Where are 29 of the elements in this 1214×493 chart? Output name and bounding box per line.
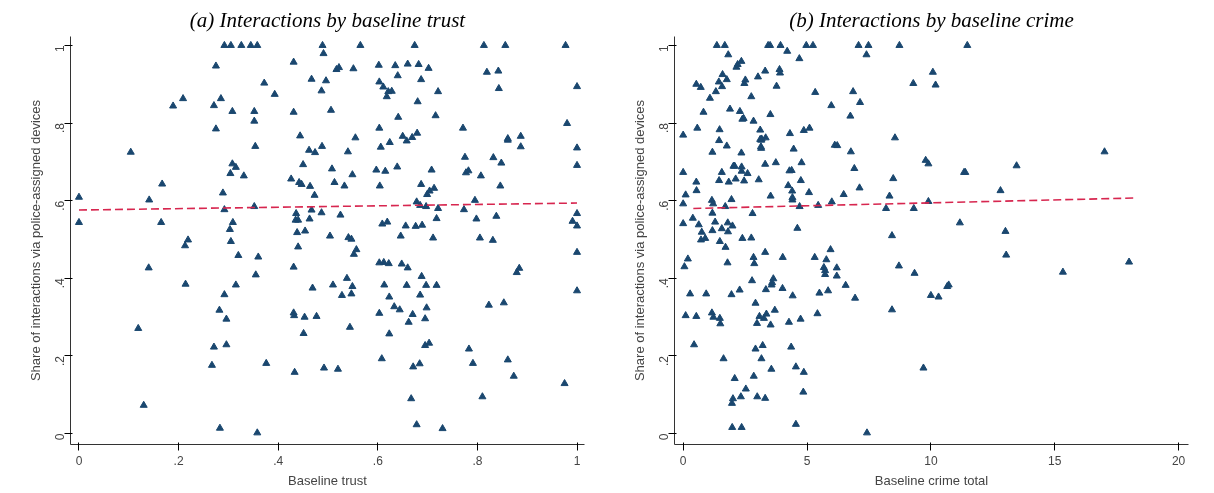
y-tick-label: 0 — [53, 433, 67, 441]
y-tick-label: 1 — [53, 45, 67, 53]
chart-title: (b) Interactions by baseline crime — [789, 7, 1074, 32]
x-tick-label: 5 — [803, 453, 811, 468]
x-tick-label: .2 — [173, 453, 184, 468]
y-tick-label: .2 — [657, 355, 671, 366]
y-tick-label: .8 — [657, 122, 671, 134]
x-tick-label: 0 — [679, 453, 687, 468]
chart-title: (a) Interactions by baseline trust — [189, 7, 467, 32]
x-tick-label: 15 — [1048, 453, 1062, 468]
y-tick-label: .6 — [53, 200, 67, 211]
x-tick-label: .4 — [273, 453, 284, 468]
x-tick-label: 10 — [924, 453, 938, 468]
x-axis-title: Baseline trust — [288, 472, 368, 488]
y-tick-label: 0 — [657, 433, 671, 441]
y-tick-label: .8 — [53, 122, 67, 134]
y-tick-label: .2 — [53, 355, 67, 366]
y-tick-label: 1 — [657, 45, 671, 53]
y-tick-label: .4 — [53, 278, 67, 289]
x-tick-label: 20 — [1171, 453, 1186, 468]
y-axis-title: Share of interactions via police-assigned devices — [27, 99, 43, 382]
x-tick-label: .6 — [372, 453, 384, 468]
x-axis-title: Baseline crime total — [874, 472, 989, 488]
y-tick-label: .6 — [657, 200, 671, 211]
x-tick-label: 1 — [573, 453, 581, 468]
x-tick-label: .8 — [472, 453, 483, 468]
x-tick-label: 0 — [75, 453, 83, 468]
y-axis-title: Share of interactions via police-assigned devices — [631, 99, 647, 382]
y-tick-label: .4 — [657, 278, 671, 289]
